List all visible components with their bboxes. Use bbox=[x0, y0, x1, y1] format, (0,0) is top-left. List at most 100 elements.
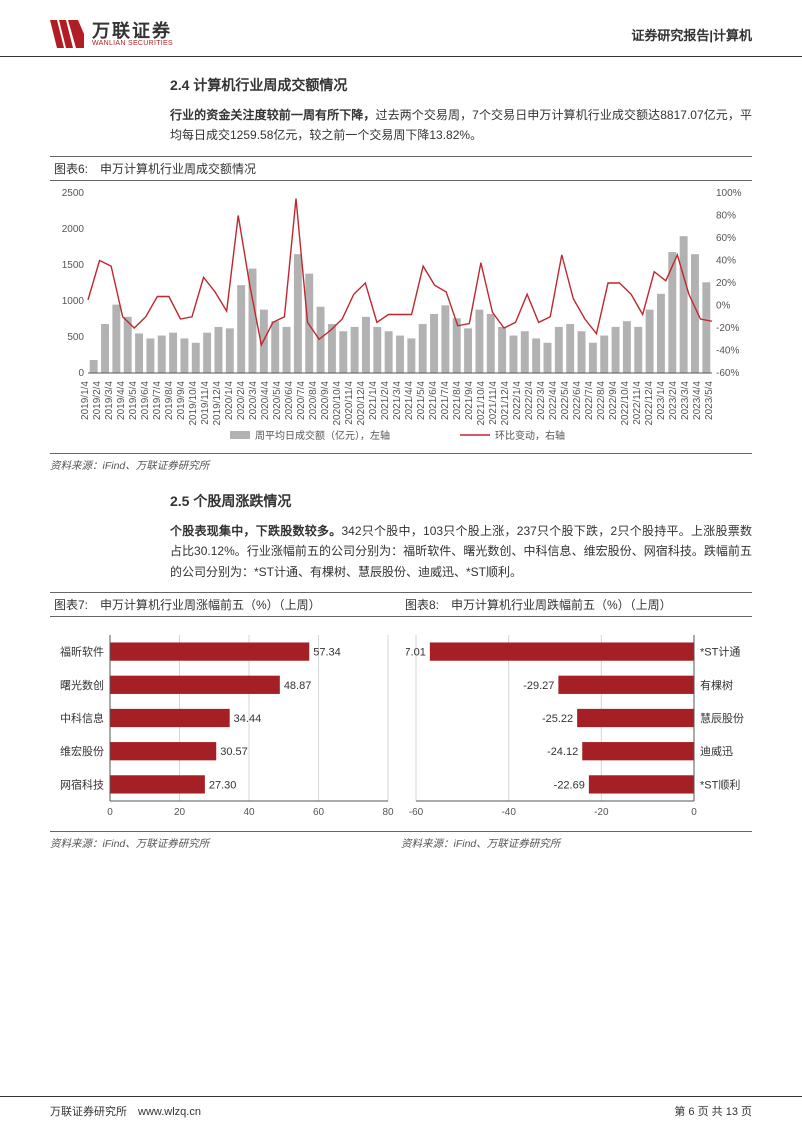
para25-bold: 个股表现集中，下跌股数较多。 bbox=[170, 524, 342, 538]
svg-text:2021/10/4: 2021/10/4 bbox=[476, 380, 487, 425]
chart6: 05001000150020002500-60%-40%-20%0%20%40%… bbox=[50, 187, 752, 447]
svg-text:2021/11/4: 2021/11/4 bbox=[488, 380, 499, 424]
svg-text:500: 500 bbox=[67, 332, 84, 343]
svg-text:2022/5/4: 2022/5/4 bbox=[560, 380, 571, 419]
svg-text:57.34: 57.34 bbox=[313, 647, 341, 659]
svg-text:2022/9/4: 2022/9/4 bbox=[608, 380, 619, 419]
chart8: -60-40-200*ST计通-57.01有棵树-29.27慧辰股份-25.22… bbox=[406, 625, 754, 825]
svg-text:0%: 0% bbox=[716, 300, 731, 311]
svg-text:48.87: 48.87 bbox=[284, 680, 312, 692]
svg-text:2019/2/4: 2019/2/4 bbox=[92, 380, 103, 419]
footer-right: 第 6 页 共 13 页 bbox=[674, 1103, 752, 1119]
svg-text:2021/7/4: 2021/7/4 bbox=[440, 380, 451, 419]
svg-text:2022/7/4: 2022/7/4 bbox=[584, 380, 595, 419]
chart7-label: 图表7: 申万计算机行业周涨幅前五（%）（上周） bbox=[50, 593, 401, 616]
svg-text:2019/9/4: 2019/9/4 bbox=[176, 380, 187, 419]
svg-text:曙光数创: 曙光数创 bbox=[60, 678, 104, 692]
svg-text:2020/10/4: 2020/10/4 bbox=[332, 380, 343, 425]
svg-text:2020/1/4: 2020/1/4 bbox=[224, 380, 235, 419]
logo-mark-icon bbox=[50, 20, 86, 48]
svg-text:2021/8/4: 2021/8/4 bbox=[452, 380, 463, 419]
svg-text:2022/6/4: 2022/6/4 bbox=[572, 380, 583, 419]
chart6-label: 图表6: 申万计算机行业周成交额情况 bbox=[50, 156, 752, 181]
svg-text:2019/7/4: 2019/7/4 bbox=[152, 380, 163, 419]
svg-text:1000: 1000 bbox=[62, 296, 85, 307]
svg-text:2021/2/4: 2021/2/4 bbox=[380, 380, 391, 419]
svg-text:2020/6/4: 2020/6/4 bbox=[284, 380, 295, 419]
svg-text:1500: 1500 bbox=[62, 260, 85, 271]
svg-text:80: 80 bbox=[382, 807, 394, 818]
svg-text:2019/10/4: 2019/10/4 bbox=[188, 380, 199, 425]
svg-text:2019/5/4: 2019/5/4 bbox=[128, 380, 139, 419]
svg-text:2022/10/4: 2022/10/4 bbox=[620, 380, 631, 425]
svg-text:2021/5/4: 2021/5/4 bbox=[416, 380, 427, 419]
chart8-label: 图表8: 申万计算机行业周跌幅前五（%）（上周） bbox=[401, 593, 752, 616]
svg-text:2022/1/4: 2022/1/4 bbox=[512, 380, 523, 419]
svg-text:2022/8/4: 2022/8/4 bbox=[596, 380, 607, 419]
svg-text:2019/8/4: 2019/8/4 bbox=[164, 380, 175, 419]
svg-text:2020/4/4: 2020/4/4 bbox=[260, 380, 271, 419]
svg-text:2020/8/4: 2020/8/4 bbox=[308, 380, 319, 419]
svg-text:2021/3/4: 2021/3/4 bbox=[392, 380, 403, 419]
svg-text:2020/2/4: 2020/2/4 bbox=[236, 380, 247, 419]
svg-text:-40%: -40% bbox=[716, 345, 739, 356]
para-bold: 行业的资金关注度较前一周有所下降， bbox=[170, 108, 375, 122]
svg-text:2023/5/4: 2023/5/4 bbox=[704, 380, 715, 419]
svg-text:-22.69: -22.69 bbox=[554, 779, 585, 791]
svg-text:慧辰股份: 慧辰股份 bbox=[700, 711, 744, 725]
chart7: 020406080福昕软件57.34曙光数创48.87中科信息34.44维宏股份… bbox=[50, 625, 398, 825]
svg-text:维宏股份: 维宏股份 bbox=[60, 744, 104, 758]
svg-text:20: 20 bbox=[174, 807, 186, 818]
svg-text:周平均日成交额（亿元），左轴: 周平均日成交额（亿元），左轴 bbox=[255, 429, 390, 442]
svg-text:-20%: -20% bbox=[716, 323, 739, 334]
svg-text:2019/12/4: 2019/12/4 bbox=[212, 380, 223, 425]
svg-text:-25.22: -25.22 bbox=[542, 713, 573, 725]
section-2-4-heading: 2.4 计算机行业周成交额情况 bbox=[170, 75, 752, 95]
svg-text:2023/4/4: 2023/4/4 bbox=[692, 380, 703, 419]
svg-text:0: 0 bbox=[691, 807, 697, 818]
svg-text:2021/6/4: 2021/6/4 bbox=[428, 380, 439, 419]
svg-text:2022/12/4: 2022/12/4 bbox=[644, 380, 655, 425]
svg-text:迪威迅: 迪威迅 bbox=[700, 745, 733, 758]
svg-text:中科信息: 中科信息 bbox=[60, 711, 104, 725]
svg-text:34.44: 34.44 bbox=[234, 713, 262, 725]
svg-text:2022/4/4: 2022/4/4 bbox=[548, 380, 559, 419]
chart7-source: 资料来源：iFind、万联证券研究所 bbox=[50, 836, 401, 851]
svg-text:2020/9/4: 2020/9/4 bbox=[320, 380, 331, 419]
svg-text:2020/5/4: 2020/5/4 bbox=[272, 380, 283, 419]
section-2-5-heading: 2.5 个股周涨跌情况 bbox=[170, 491, 752, 511]
svg-text:2019/6/4: 2019/6/4 bbox=[140, 380, 151, 419]
logo: 万联证券 WANLIAN SECURITIES bbox=[50, 20, 173, 48]
svg-text:2020/3/4: 2020/3/4 bbox=[248, 380, 259, 419]
svg-text:有棵树: 有棵树 bbox=[700, 678, 733, 692]
svg-text:0: 0 bbox=[107, 807, 113, 818]
footer-left: 万联证券研究所 www.wlzq.cn bbox=[50, 1103, 201, 1119]
svg-text:2021/12/4: 2021/12/4 bbox=[500, 380, 511, 425]
svg-text:2022/11/4: 2022/11/4 bbox=[632, 380, 643, 424]
svg-text:2019/4/4: 2019/4/4 bbox=[116, 380, 127, 419]
chart6-source: 资料来源：iFind、万联证券研究所 bbox=[50, 453, 752, 473]
svg-text:2022/2/4: 2022/2/4 bbox=[524, 380, 535, 419]
page-header: 万联证券 WANLIAN SECURITIES 证券研究报告|计算机 bbox=[0, 0, 802, 57]
svg-text:60%: 60% bbox=[716, 233, 736, 244]
page-footer: 万联证券研究所 www.wlzq.cn 第 6 页 共 13 页 bbox=[0, 1096, 802, 1119]
svg-text:-24.12: -24.12 bbox=[547, 746, 578, 758]
chart78-labels: 图表7: 申万计算机行业周涨幅前五（%）（上周） 图表8: 申万计算机行业周跌幅… bbox=[50, 592, 752, 617]
svg-text:2019/1/4: 2019/1/4 bbox=[80, 380, 91, 419]
svg-text:-60%: -60% bbox=[716, 368, 739, 379]
svg-text:20%: 20% bbox=[716, 278, 736, 289]
svg-text:30.57: 30.57 bbox=[220, 746, 248, 758]
svg-text:-60: -60 bbox=[409, 807, 424, 818]
header-right-text: 证券研究报告|计算机 bbox=[631, 25, 752, 44]
svg-text:60: 60 bbox=[313, 807, 325, 818]
svg-text:2020/7/4: 2020/7/4 bbox=[296, 380, 307, 419]
svg-text:-57.01: -57.01 bbox=[406, 647, 426, 659]
svg-text:2023/1/4: 2023/1/4 bbox=[656, 380, 667, 419]
svg-text:2020/11/4: 2020/11/4 bbox=[344, 380, 355, 424]
svg-text:2019/11/4: 2019/11/4 bbox=[200, 380, 211, 424]
section-2-5-para: 个股表现集中，下跌股数较多。342只个股中，103只个股上涨，237只个股下跌，… bbox=[170, 521, 752, 582]
svg-text:100%: 100% bbox=[716, 188, 742, 199]
svg-text:80%: 80% bbox=[716, 210, 736, 221]
svg-text:27.30: 27.30 bbox=[209, 779, 237, 791]
svg-text:2021/9/4: 2021/9/4 bbox=[464, 380, 475, 419]
